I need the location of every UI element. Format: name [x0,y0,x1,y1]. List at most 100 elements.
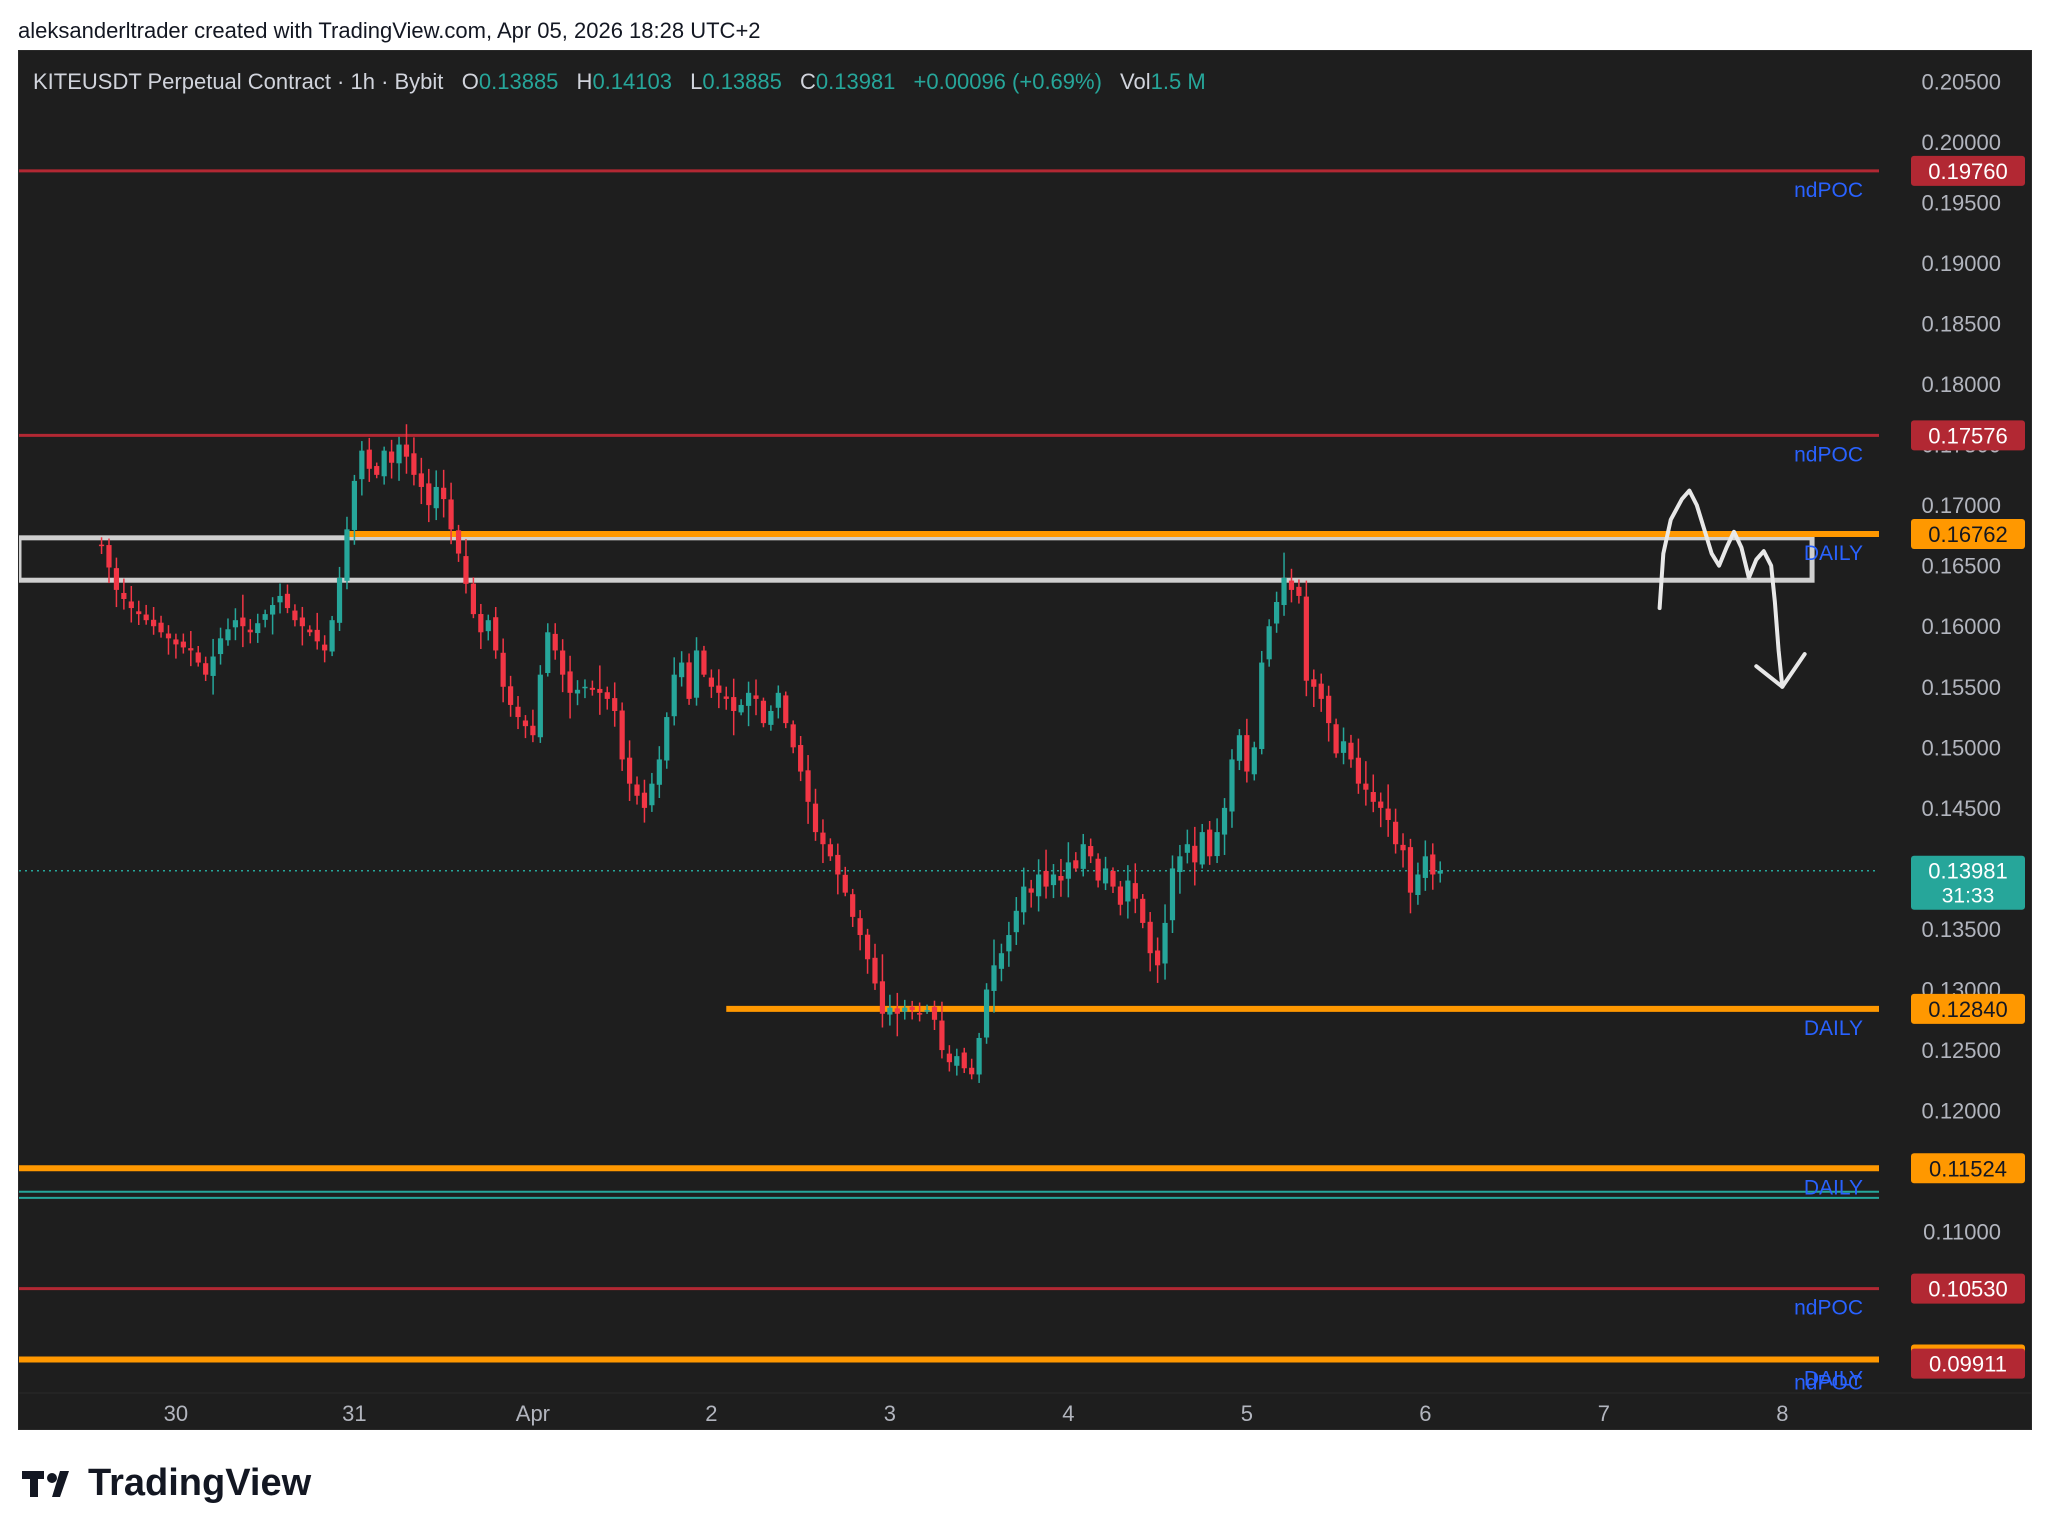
x-tick-label: 2 [705,1401,717,1426]
candle-body [783,695,789,724]
y-tick-label: 0.14500 [1921,796,2001,821]
candle-body [1155,950,1161,966]
y-tick-label: 0.19500 [1921,190,2001,215]
candle-body [879,981,886,1014]
candle-body [455,530,462,554]
candle-body [195,652,201,663]
candle-body [760,700,767,724]
candle-body [463,556,469,584]
candle-body [522,720,529,727]
candle-body [589,687,595,690]
candle-body [1050,874,1057,886]
candle-body [1326,695,1332,724]
candle-body [1221,807,1228,835]
candle-body [946,1053,952,1063]
candle-body [1073,860,1079,869]
candle-body [366,449,372,469]
candle-body [374,466,380,475]
candle-body [679,662,685,678]
y-tick-label: 0.11000 [1923,1220,2001,1245]
candle-body [165,633,172,639]
candle-body [634,784,640,796]
candle-body [1021,886,1027,913]
candle-body [954,1056,960,1066]
candle-body [307,629,313,633]
candle-body [1169,868,1176,921]
candle-body [1385,808,1391,820]
candle-body [664,717,670,761]
candle-body [693,650,700,698]
level-tag-0.09911: ndPOC [1794,1372,1863,1395]
candle-body [1378,801,1384,808]
chart-panel[interactable]: ndPOC ndPOC DAILY DAILY DAILY ndPOC DAILY ndPOC… [18,50,2032,1430]
current-price-label: 0.13981 [1928,859,2008,884]
candlestick-chart[interactable]: ndPOCndPOCDAILYDAILYDAILYndPOCDAILYndPOC… [19,51,2031,1429]
level-tag-0.19760: ndPOC [1794,179,1863,202]
candle-body [805,770,811,802]
current-price-label-bg [1911,855,2025,910]
candle-body [1013,910,1019,933]
candle-body [537,674,543,738]
candle-body [1192,845,1198,863]
candle-body [864,934,871,960]
candle-body [507,686,514,705]
x-tick-label: 30 [164,1401,188,1426]
high-value: 0.14103 [592,69,672,94]
candle-body [850,894,856,917]
chart-author-header: aleksanderltrader created with TradingVi… [18,18,761,43]
low-value: 0.13885 [702,69,782,94]
price-label-0.17576: 0.17576 [1928,423,2008,448]
level-tag-0.12840: DAILY [1804,1017,1863,1040]
candle-body [240,617,246,627]
y-tick-label: 0.18500 [1921,311,2001,336]
candle-body [314,629,320,642]
candle-body [574,689,581,694]
candle-body [1184,844,1190,853]
close-label: C [800,69,816,94]
candle-body [887,1007,893,1015]
candle-body [1303,596,1309,681]
candle-body [530,725,536,736]
candle-body [1028,888,1034,893]
candle-body [426,483,432,506]
x-tick-label: 8 [1776,1401,1788,1426]
candle-body [1162,922,1168,964]
candle-body [1333,724,1339,754]
candle-body [470,583,477,615]
candle-body [552,633,558,651]
level-tag-0.17576: ndPOC [1794,443,1863,466]
candle-body [299,617,305,627]
candle-body [1006,935,1012,952]
candle-body [775,692,781,708]
y-tick-label: 0.15500 [1921,675,2001,700]
candle-body [500,652,506,687]
candle-body [820,832,826,845]
x-tick-label: 31 [342,1401,366,1426]
candle-body [1199,832,1205,865]
candle-body [388,451,395,463]
candle-body [173,639,179,645]
level-tag-0.16762: DAILY [1804,542,1863,565]
candle-body [835,854,841,875]
price-label-bg-0.11524 [1911,1153,2025,1184]
candle-body [1177,856,1183,873]
level-tag-0.11524: DAILY [1804,1176,1863,1199]
tradingview-logo[interactable]: TradingView [22,1462,311,1505]
change-value: +0.00096 (+0.69%) [913,69,1102,94]
candle-body [857,918,863,936]
candle-body [894,1008,900,1014]
candle-body [255,623,261,634]
candle-body [931,1006,938,1020]
tradingview-logo-text: TradingView [88,1462,312,1504]
candle-body [641,792,648,808]
candle-body [612,698,618,711]
candle-body [106,545,112,568]
candle-body [969,1067,975,1075]
candle-body [1259,662,1265,749]
candle-body [701,650,707,675]
candle-body [939,1020,945,1051]
candle-body [1281,577,1287,606]
price-label-0.16762: 0.16762 [1928,522,2008,547]
candle-body [961,1052,967,1069]
x-tick-label: Apr [516,1401,550,1426]
